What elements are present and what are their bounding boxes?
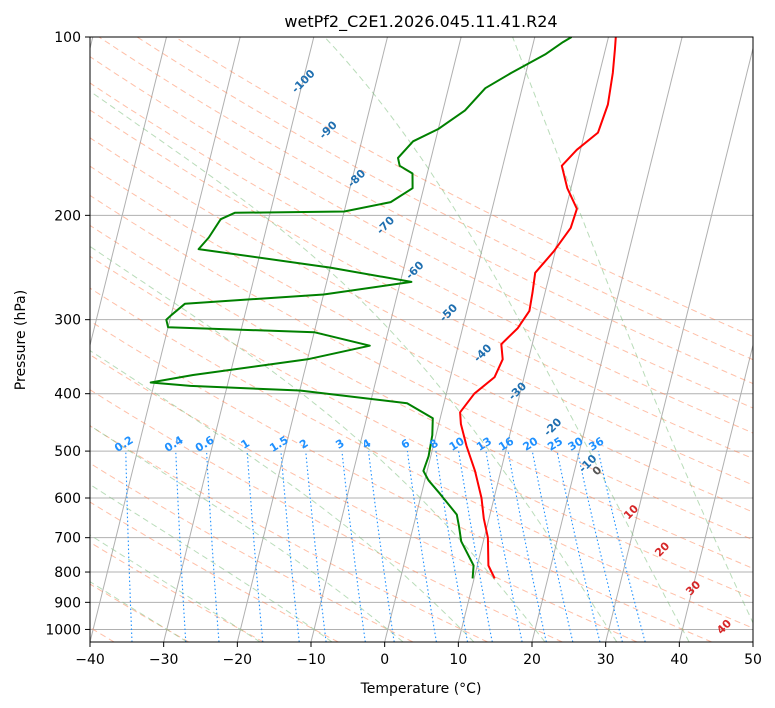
- y-tick-label: 400: [54, 387, 81, 403]
- chart-title: wetPf2_C2E1.2026.045.11.41.R24: [284, 12, 557, 32]
- dry-adiabat-line: [90, 56, 753, 409]
- isotherm-line: [531, 37, 683, 642]
- isotherm-line: [90, 37, 167, 348]
- mixing-ratio-line: [280, 451, 300, 642]
- dry-adiabat-line: [90, 287, 753, 629]
- isotherm-line: [678, 343, 753, 642]
- isotherm-line: [90, 37, 241, 642]
- y-tick-label: 300: [54, 313, 81, 329]
- x-tick-label: −10: [296, 652, 326, 668]
- series-dewpoint-line: [149, 37, 573, 579]
- moist-adiabat-line: [90, 90, 618, 642]
- isotherm-line: [457, 37, 609, 642]
- dry-adiabat-line: [175, 37, 753, 337]
- x-tick-label: 0: [380, 652, 389, 668]
- moist-adiabat-line: [90, 245, 546, 642]
- x-tick-label: 20: [523, 652, 541, 668]
- background-reference-lines: [90, 37, 753, 642]
- dry-adiabat-line: [90, 389, 563, 642]
- x-tick-label: −20: [223, 652, 253, 668]
- isotherm-line: [236, 37, 388, 642]
- mixing-ratio-line: [485, 451, 523, 642]
- x-tick-label: −40: [75, 652, 105, 668]
- dry-adiabat-line: [90, 224, 753, 569]
- x-axis: −40 −30 −20 −10 0 10 20 30 40 50: [75, 642, 762, 668]
- mixing-ratio-line: [597, 450, 646, 642]
- dry-adiabat-line: [90, 109, 753, 460]
- plot-frame: [89, 36, 754, 643]
- x-tick-label: −30: [149, 652, 179, 668]
- x-tick-label: 50: [744, 652, 762, 668]
- mixing-ratio-line: [531, 450, 574, 642]
- isotherm-line: [384, 37, 536, 642]
- dry-adiabat-line: [90, 137, 753, 486]
- mixing-ratio-line: [406, 451, 437, 642]
- x-tick-label: 10: [449, 652, 467, 668]
- x-tick-label: 30: [597, 652, 615, 668]
- dry-adiabat-line: [136, 37, 753, 361]
- dry-adiabat-line: [90, 165, 753, 513]
- data-series-group: [149, 37, 617, 579]
- y-axis-title: Pressure (hPa): [13, 290, 29, 390]
- y-tick-label: 500: [54, 444, 81, 460]
- moist-adiabat-line: [324, 37, 690, 642]
- dry-adiabat-line: [90, 425, 488, 642]
- mixing-ratio-line: [367, 451, 395, 642]
- y-tick-label: 200: [54, 208, 81, 224]
- isotherm-line: [605, 46, 753, 642]
- y-tick-label: 700: [54, 531, 81, 547]
- isotherm-line: [163, 37, 315, 642]
- moist-adiabat-line: [90, 581, 188, 642]
- mixing-ratio-line: [507, 451, 547, 642]
- y-axis: 100 200 300 400 500 600 700 800 900 1000: [45, 30, 90, 638]
- mixing-ratio-line: [246, 451, 264, 642]
- mixing-ratio-line: [341, 451, 366, 642]
- y-tick-label: 800: [54, 565, 81, 581]
- y-tick-label: 900: [54, 595, 81, 611]
- dry-adiabat-line: [90, 82, 753, 434]
- mixing-ratio-line: [556, 450, 601, 642]
- y-tick-label: 600: [54, 491, 81, 507]
- x-axis-title: Temperature (°C): [360, 681, 482, 697]
- mixing-ratio-line: [305, 451, 327, 642]
- y-tick-label: 1000: [45, 622, 81, 638]
- dry-adiabat-line: [90, 255, 753, 599]
- mixing-ratio-line: [576, 450, 623, 642]
- moist-adiabat-line: [512, 37, 753, 624]
- dry-adiabat-line: [98, 37, 753, 385]
- dry-adiabat-line: [90, 194, 753, 541]
- x-tick-label: 40: [670, 652, 688, 668]
- y-tick-label: 100: [54, 30, 81, 46]
- moist-adiabat-line: [90, 483, 333, 642]
- series-temperature-line: [459, 37, 617, 579]
